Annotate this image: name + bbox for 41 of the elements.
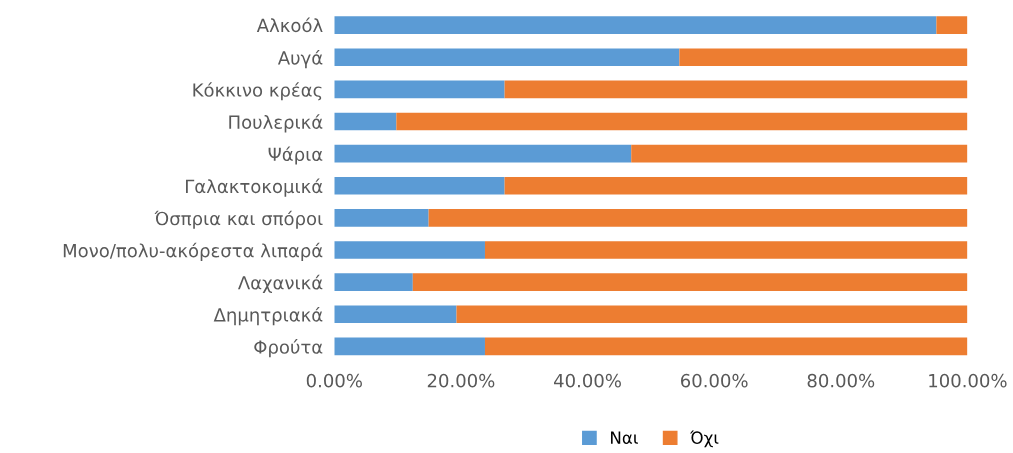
y-tick-label: Όσπρια και σπόροι	[154, 210, 323, 229]
bar	[334, 176, 505, 195]
bar	[504, 176, 968, 195]
bar	[334, 48, 680, 67]
bar	[334, 241, 485, 259]
x-tick-label: 60.00%	[681, 373, 748, 388]
legend-label: Ναι	[611, 431, 638, 444]
x-tick-label: 100.00%	[929, 373, 1007, 388]
bar	[334, 337, 485, 356]
legend-label: Όχι	[690, 430, 719, 448]
y-tick-label: Λαχανικά	[237, 274, 323, 294]
bar	[484, 337, 968, 356]
y-tick-label: Αλκοόλ	[256, 17, 323, 33]
y-tick-label: Δημητριακά	[213, 307, 323, 326]
bar	[456, 305, 968, 324]
bar	[412, 273, 968, 291]
bar	[334, 112, 397, 131]
bar	[334, 273, 413, 291]
x-tick-label: 80.00%	[807, 373, 875, 388]
bar	[936, 16, 968, 34]
bar	[334, 144, 632, 163]
bar	[679, 48, 968, 67]
y-tick-label: Ψάρια	[268, 146, 323, 165]
y-tick-label: Φρούτα	[254, 339, 323, 358]
y-tick-label: Μονο/πολυ-ακόρεστα λιπαρά	[63, 242, 323, 261]
bar	[334, 16, 937, 34]
x-tick-label: 40.00%	[554, 373, 621, 388]
bar	[396, 112, 968, 131]
bar	[334, 305, 457, 324]
y-tick-label: Πουλερικά	[229, 114, 323, 133]
x-tick-label: 20.00%	[427, 373, 495, 388]
x-tick-label: 0.00%	[306, 373, 362, 388]
bar	[428, 209, 968, 227]
bar	[334, 209, 429, 227]
y-tick-label: Κόκκινο κρέας	[193, 82, 322, 101]
bar	[334, 80, 505, 99]
y-tick-label: Αυγά	[277, 50, 323, 69]
bar	[504, 80, 968, 99]
bar	[484, 241, 968, 259]
y-tick-label: Γαλακτοκομικά	[186, 178, 323, 197]
bar	[631, 144, 968, 163]
